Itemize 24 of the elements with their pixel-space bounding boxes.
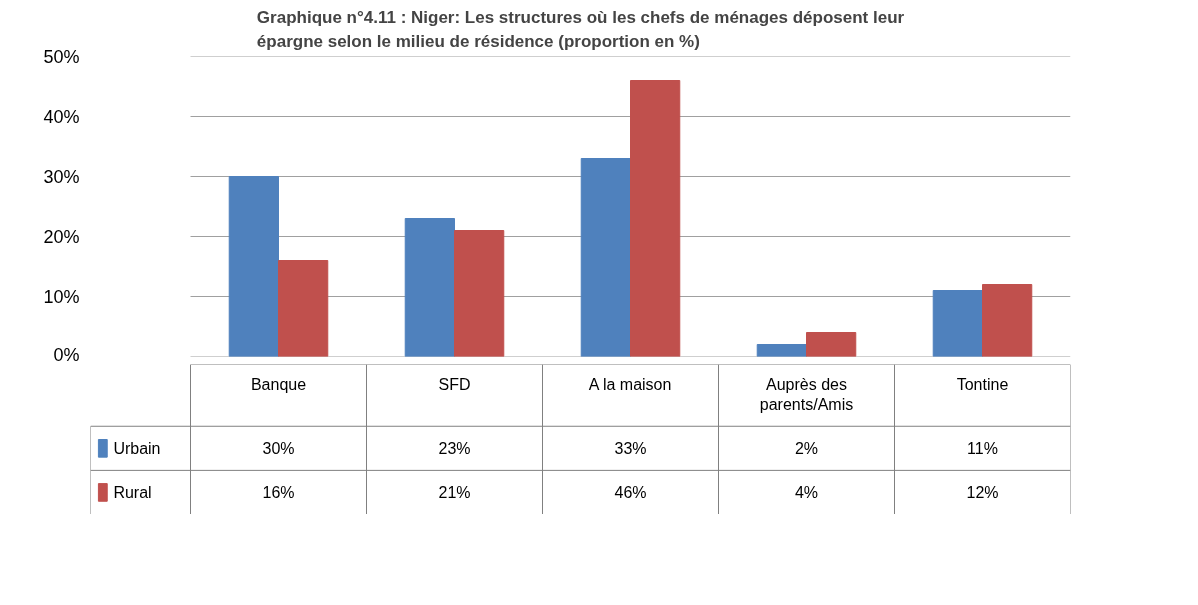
data-label: 46% bbox=[614, 483, 647, 501]
data-label: 30% bbox=[262, 439, 295, 457]
y-tick-label: 10% bbox=[43, 286, 80, 307]
y-tick-label: 50% bbox=[43, 46, 80, 67]
data-label: 16% bbox=[262, 483, 295, 501]
data-label: 33% bbox=[614, 439, 647, 457]
legend-label: Urbain bbox=[113, 439, 161, 457]
data-label: 4% bbox=[794, 483, 819, 501]
data-label: 2% bbox=[794, 439, 819, 457]
x-tick-label: Banque bbox=[250, 375, 307, 393]
y-tick-label: 0% bbox=[53, 344, 80, 365]
data-label: 11% bbox=[967, 439, 998, 457]
chart-title: Graphique n°4.11 : Niger: Les structures où les chefs de ménages déposent leur épargne selon le milieu de résidence (proportion en %) bbox=[256, 7, 905, 52]
x-tick-label: Tontine bbox=[956, 375, 1009, 393]
x-tick-label: Auprès des parents/Amis bbox=[759, 375, 854, 413]
y-tick-label: 30% bbox=[43, 166, 80, 187]
x-tick-label: SFD bbox=[438, 375, 471, 393]
legend-label: Rural bbox=[113, 483, 152, 501]
data-label: 23% bbox=[438, 439, 471, 457]
y-tick-label: 40% bbox=[43, 106, 80, 127]
x-tick-label: A la maison bbox=[588, 375, 672, 393]
data-label: 12% bbox=[966, 483, 999, 501]
data-label: 21% bbox=[438, 483, 471, 501]
y-tick-label: 20% bbox=[43, 226, 80, 247]
